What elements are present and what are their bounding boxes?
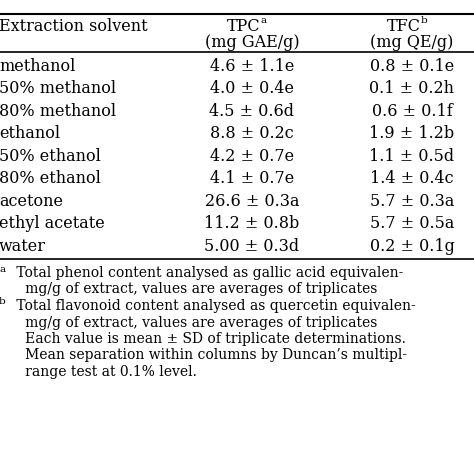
- Text: 1.9 ± 1.2b: 1.9 ± 1.2b: [369, 125, 455, 142]
- Text: mg/g of extract, values are averages of triplicates: mg/g of extract, values are averages of …: [12, 283, 377, 297]
- Text: 26.6 ± 0.3a: 26.6 ± 0.3a: [205, 192, 299, 210]
- Text: 4.5 ± 0.6d: 4.5 ± 0.6d: [210, 102, 294, 119]
- Text: b: b: [0, 298, 6, 307]
- Text: b: b: [421, 16, 428, 25]
- Text: Each value is mean ± SD of triplicate determinations.: Each value is mean ± SD of triplicate de…: [12, 332, 406, 346]
- Text: 50% ethanol: 50% ethanol: [0, 147, 101, 164]
- Text: water: water: [0, 237, 46, 255]
- Text: Total flavonoid content analysed as quercetin equivalen-: Total flavonoid content analysed as quer…: [12, 299, 416, 313]
- Text: acetone: acetone: [0, 192, 63, 210]
- Text: a: a: [261, 16, 267, 25]
- Text: Extraction solvent: Extraction solvent: [0, 18, 147, 35]
- Text: Total phenol content analysed as gallic acid equivalen-: Total phenol content analysed as gallic …: [12, 266, 403, 280]
- Text: ethyl acetate: ethyl acetate: [0, 215, 105, 232]
- Text: 1.4 ± 0.4c: 1.4 ± 0.4c: [370, 170, 454, 187]
- Text: methanol: methanol: [0, 57, 75, 74]
- Text: (mg GAE/g): (mg GAE/g): [205, 34, 299, 51]
- Text: a: a: [0, 264, 5, 273]
- Text: 0.2 ± 0.1g: 0.2 ± 0.1g: [370, 237, 455, 255]
- Text: 4.6 ± 1.1e: 4.6 ± 1.1e: [210, 57, 294, 74]
- Text: 11.2 ± 0.8b: 11.2 ± 0.8b: [204, 215, 300, 232]
- Text: 5.7 ± 0.3a: 5.7 ± 0.3a: [370, 192, 454, 210]
- Text: range test at 0.1% level.: range test at 0.1% level.: [12, 365, 197, 379]
- Text: 5.7 ± 0.5a: 5.7 ± 0.5a: [370, 215, 454, 232]
- Text: 4.2 ± 0.7e: 4.2 ± 0.7e: [210, 147, 294, 164]
- Text: (mg QE/g): (mg QE/g): [370, 34, 454, 51]
- Text: 8.8 ± 0.2c: 8.8 ± 0.2c: [210, 125, 294, 142]
- Text: 4.0 ± 0.4e: 4.0 ± 0.4e: [210, 80, 294, 97]
- Text: 0.8 ± 0.1e: 0.8 ± 0.1e: [370, 57, 454, 74]
- Text: 0.1 ± 0.2h: 0.1 ± 0.2h: [370, 80, 455, 97]
- Text: 1.1 ± 0.5d: 1.1 ± 0.5d: [369, 147, 455, 164]
- Text: mg/g of extract, values are averages of triplicates: mg/g of extract, values are averages of …: [12, 316, 377, 329]
- Text: 50% methanol: 50% methanol: [0, 80, 116, 97]
- Text: ethanol: ethanol: [0, 125, 60, 142]
- Text: 0.6 ± 0.1f: 0.6 ± 0.1f: [372, 102, 452, 119]
- Text: 80% ethanol: 80% ethanol: [0, 170, 101, 187]
- Text: 80% methanol: 80% methanol: [0, 102, 116, 119]
- Text: Mean separation within columns by Duncan’s multipl-: Mean separation within columns by Duncan…: [12, 348, 407, 363]
- Text: 5.00 ± 0.3d: 5.00 ± 0.3d: [204, 237, 300, 255]
- Text: 4.1 ± 0.7e: 4.1 ± 0.7e: [210, 170, 294, 187]
- Text: TFC: TFC: [387, 18, 421, 35]
- Text: TPC: TPC: [227, 18, 261, 35]
